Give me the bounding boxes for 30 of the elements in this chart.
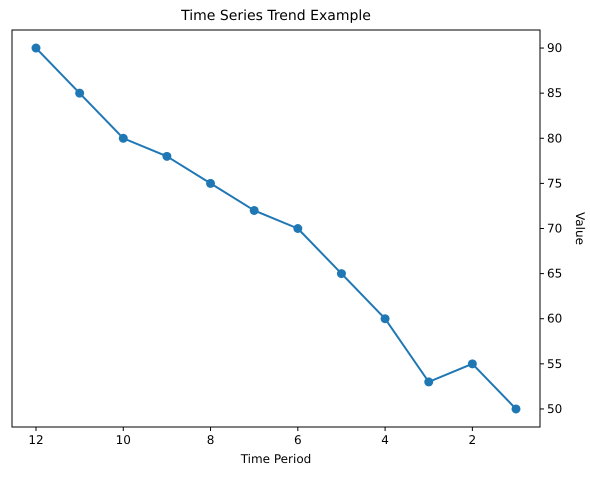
y-axis-title: Value: [573, 212, 587, 245]
point: [118, 134, 128, 143]
y-tick-label: 70: [547, 222, 562, 236]
y-tick-label: 65: [547, 266, 562, 281]
x-tick-label: 4: [381, 433, 389, 447]
point: [75, 88, 84, 98]
x-tick-label: 10: [116, 433, 131, 447]
x-tick-label: 6: [294, 433, 302, 447]
x-tick-label: 2: [468, 433, 476, 447]
x-tick-label: 12: [28, 433, 44, 447]
chart-title: Time Series Trend Example: [180, 8, 371, 24]
y-tick-label: 50: [547, 402, 562, 416]
point: [32, 44, 40, 53]
point: [293, 224, 302, 233]
x-tick-label: 8: [206, 433, 214, 447]
y-tick-label: 90: [547, 41, 562, 56]
point: [512, 404, 520, 414]
point: [162, 152, 172, 161]
y-tick-label: 75: [547, 176, 562, 190]
point: [380, 314, 390, 324]
y-tick-label: 80: [547, 131, 562, 146]
point: [250, 206, 259, 215]
y-tick-label: 55: [547, 356, 562, 371]
point: [468, 359, 477, 368]
point: [424, 377, 434, 386]
y-tick-label: 85: [547, 86, 562, 100]
point: [336, 269, 346, 278]
point: [206, 178, 216, 188]
y-tick-label: 60: [547, 312, 562, 326]
x-axis-title: Time Period: [240, 452, 312, 466]
